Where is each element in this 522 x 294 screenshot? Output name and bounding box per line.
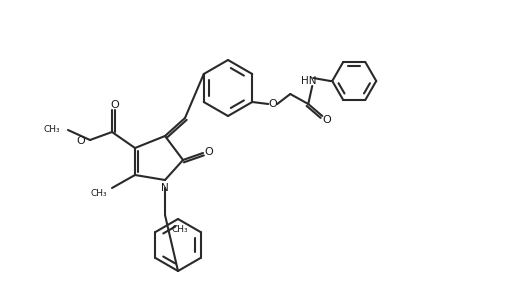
Text: O: O <box>205 147 213 157</box>
Text: N: N <box>161 183 169 193</box>
Text: O: O <box>111 100 120 110</box>
Text: CH₃: CH₃ <box>43 124 60 133</box>
Text: CH₃: CH₃ <box>90 188 107 198</box>
Text: O: O <box>269 99 278 109</box>
Text: CH₃: CH₃ <box>172 225 188 233</box>
Text: O: O <box>76 136 85 146</box>
Text: O: O <box>323 115 331 125</box>
Text: HN: HN <box>302 76 317 86</box>
